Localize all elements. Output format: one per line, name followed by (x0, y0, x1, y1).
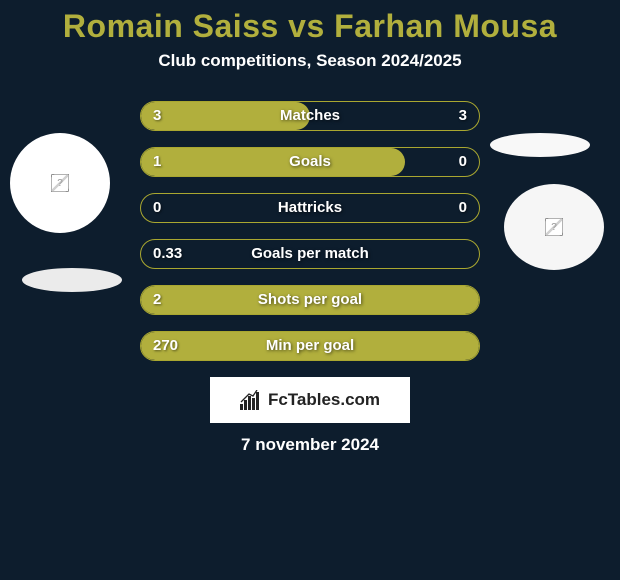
branding-text: FcTables.com (268, 390, 380, 410)
image-placeholder-icon: ? (545, 218, 563, 236)
right-player-shadow (490, 133, 590, 157)
stat-row-min-per-goal: 270 Min per goal (140, 331, 480, 361)
page-subtitle: Club competitions, Season 2024/2025 (0, 51, 620, 71)
stat-right-value: 0 (459, 194, 467, 222)
stat-row-goals: 1 Goals 0 (140, 147, 480, 177)
stat-row-shots-per-goal: 2 Shots per goal (140, 285, 480, 315)
page-title: Romain Saiss vs Farhan Mousa (0, 8, 620, 45)
stat-label: Shots per goal (141, 286, 479, 314)
stat-right-value: 0 (459, 148, 467, 176)
date-text: 7 november 2024 (0, 435, 620, 455)
right-player-avatar: ? (504, 184, 604, 270)
left-player-avatar: ? (10, 133, 110, 233)
stat-label: Hattricks (141, 194, 479, 222)
branding-box: FcTables.com (210, 377, 410, 423)
stat-row-hattricks: 0 Hattricks 0 (140, 193, 480, 223)
fctables-logo-icon (240, 390, 262, 410)
stat-row-goals-per-match: 0.33 Goals per match (140, 239, 480, 269)
image-placeholder-icon: ? (51, 174, 69, 192)
stat-label: Matches (141, 102, 479, 130)
stat-label: Goals (141, 148, 479, 176)
stat-right-value: 3 (459, 102, 467, 130)
stat-row-matches: 3 Matches 3 (140, 101, 480, 131)
left-player-shadow (22, 268, 122, 292)
stat-label: Min per goal (141, 332, 479, 360)
stat-label: Goals per match (141, 240, 479, 268)
stats-bars: 3 Matches 3 1 Goals 0 0 Hattricks 0 0.33… (140, 101, 480, 361)
